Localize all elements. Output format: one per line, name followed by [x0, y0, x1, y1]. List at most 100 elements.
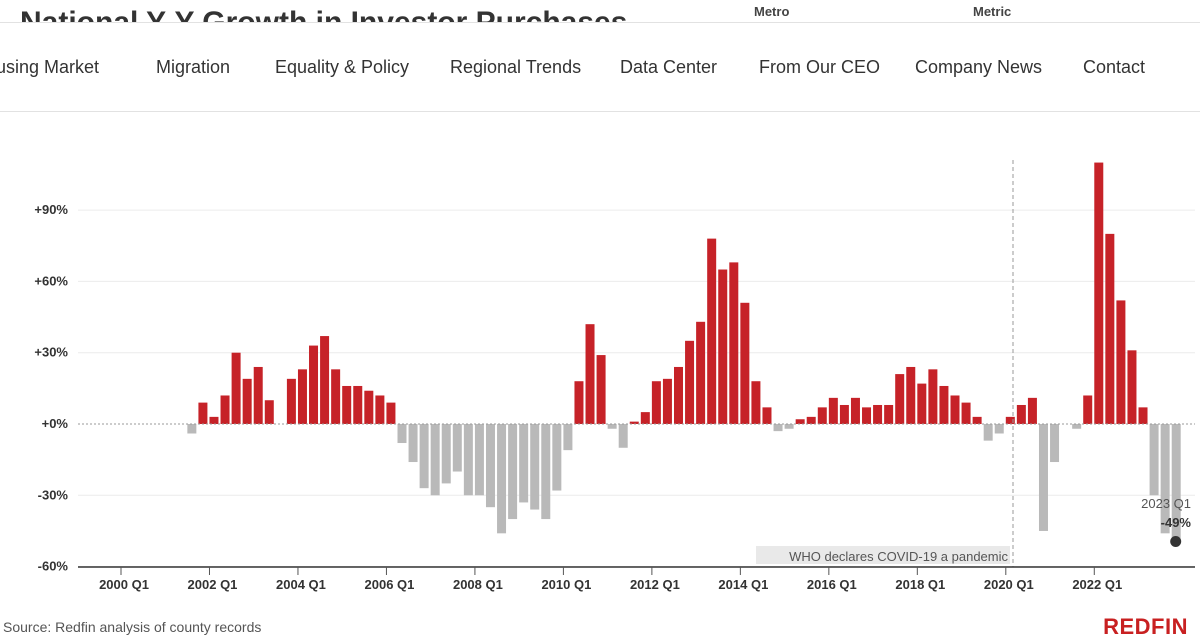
covid-annotation-label: WHO declares COVID-19 a pandemic — [789, 549, 1008, 564]
bar — [972, 416, 982, 424]
bar — [552, 424, 562, 491]
bar — [961, 402, 971, 424]
bar — [408, 424, 418, 463]
bar — [474, 424, 484, 496]
x-tick-label: 2006 Q1 — [365, 577, 415, 592]
x-tick-label: 2004 Q1 — [276, 577, 326, 592]
metro-filter-label[interactable]: Metro — [754, 4, 790, 19]
bar — [685, 340, 695, 424]
bar — [939, 385, 949, 424]
bar — [209, 416, 219, 424]
bar — [983, 424, 993, 441]
bar — [585, 324, 595, 424]
bar — [242, 378, 252, 424]
bar — [419, 424, 429, 489]
last-point-dot — [1170, 535, 1182, 547]
bar — [397, 424, 407, 444]
bar — [674, 366, 683, 424]
x-tick-label: 2016 Q1 — [807, 577, 857, 592]
bar — [884, 404, 894, 424]
bar — [751, 381, 761, 424]
bar — [320, 336, 330, 424]
bar — [1105, 233, 1115, 424]
bar — [1160, 424, 1170, 534]
bar — [187, 424, 197, 434]
source-note: Source: Redfin analysis of county record… — [3, 619, 262, 635]
bar — [530, 424, 540, 510]
bar — [596, 355, 606, 424]
bar — [1016, 404, 1026, 424]
y-tick-label: -60% — [38, 559, 69, 574]
bar — [817, 407, 827, 424]
bar — [1171, 424, 1181, 541]
bar — [463, 424, 473, 496]
nav-item-housing-market[interactable]: Housing Market — [0, 57, 100, 77]
nav-item-company-news[interactable]: Company News — [915, 57, 1043, 77]
bar — [862, 407, 872, 424]
bar — [607, 424, 617, 429]
bar — [485, 424, 495, 508]
nav-item-migration[interactable]: Migration — [156, 57, 231, 77]
bar — [696, 321, 706, 424]
bar — [309, 345, 319, 424]
bar — [895, 374, 905, 424]
bar — [806, 416, 816, 424]
y-tick-label: -30% — [38, 487, 69, 502]
bar — [651, 381, 661, 424]
bar — [1038, 424, 1048, 531]
bar — [662, 378, 672, 424]
bar — [795, 419, 805, 424]
x-tick-label: 2002 Q1 — [188, 577, 238, 592]
bar — [574, 381, 584, 424]
bar — [928, 369, 938, 424]
bar — [1027, 397, 1037, 424]
bar — [452, 424, 462, 472]
bar — [1127, 350, 1137, 424]
header-strip: National Y-Y Growth in Investor Purchase… — [0, 0, 1200, 22]
bar — [1094, 162, 1104, 425]
nav-item-regional-trends[interactable]: Regional Trends — [450, 57, 582, 77]
nav-item-data-center[interactable]: Data Center — [620, 57, 718, 77]
x-tick-label: 2020 Q1 — [984, 577, 1034, 592]
bar — [297, 369, 307, 424]
x-tick-label: 2012 Q1 — [630, 577, 680, 592]
bar — [342, 385, 352, 424]
x-tick-label: 2000 Q1 — [99, 577, 149, 592]
bar — [994, 424, 1004, 434]
bar — [762, 407, 772, 424]
bar — [906, 366, 916, 424]
bar — [773, 424, 783, 432]
bar — [375, 395, 385, 424]
bar — [286, 378, 296, 424]
bar — [441, 424, 451, 484]
bar — [508, 424, 518, 520]
y-tick-label: +90% — [34, 202, 68, 217]
bar — [1116, 300, 1126, 424]
bar — [784, 424, 794, 429]
y-tick-label: +30% — [34, 345, 68, 360]
bar — [729, 262, 739, 424]
bar — [331, 369, 341, 424]
page-title: National Y-Y Growth in Investor Purchase… — [20, 6, 627, 22]
bar — [364, 390, 374, 424]
bar — [541, 424, 551, 520]
main-nav: Housing Market Migration Equality & Poli… — [0, 22, 1200, 112]
nav-item-from-our-ceo[interactable]: From Our CEO — [759, 57, 881, 77]
y-tick-label: +60% — [34, 273, 68, 288]
bar — [740, 302, 750, 424]
bar — [1072, 424, 1082, 429]
bar — [253, 366, 263, 424]
bar — [618, 424, 628, 448]
bar — [519, 424, 529, 503]
bar — [1149, 424, 1159, 496]
nav-item-equality-policy[interactable]: Equality & Policy — [275, 57, 410, 77]
bar — [873, 404, 883, 424]
metric-filter-label[interactable]: Metric — [973, 4, 1012, 19]
bar — [563, 424, 573, 451]
last-point-quarter-label: 2023 Q1 — [1141, 496, 1191, 511]
nav-item-contact[interactable]: Contact — [1083, 57, 1146, 77]
x-tick-label: 2010 Q1 — [541, 577, 591, 592]
bar — [640, 412, 650, 424]
bar — [950, 395, 960, 424]
bar — [198, 402, 208, 424]
